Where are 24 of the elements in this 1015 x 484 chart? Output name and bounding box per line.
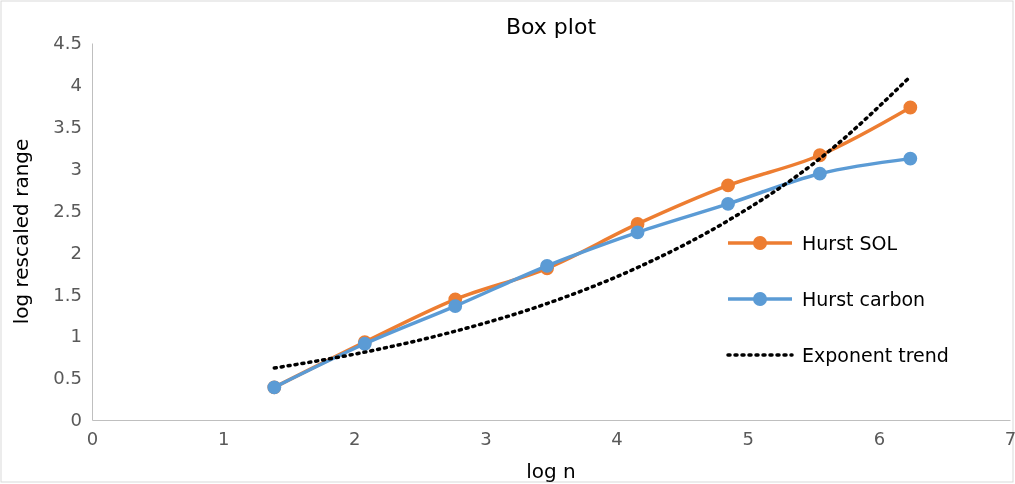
x-tick-label: 6 [873,427,886,449]
x-tick-label: 0 [86,427,99,449]
legend-label: Exponent trend [802,344,949,366]
x-tick-label: 4 [611,427,623,449]
chart-title: Box plot [505,14,597,39]
y-tick-label: 4.5 [53,32,82,54]
legend-label: Hurst SOL [802,232,898,254]
y-tick-label: 0 [70,409,82,431]
y-tick-label: 0.5 [53,367,82,389]
y-axis-title: log rescaled range [9,138,33,325]
x-axis-title: log n [526,459,576,483]
y-tick-label: 2.5 [53,199,82,221]
x-tick-label: 5 [742,427,754,449]
x-tick-label: 3 [480,427,492,449]
y-tick-label: 4 [70,74,82,96]
y-tick-label: 2 [70,241,82,263]
legend-label: Hurst carbon [802,288,926,310]
x-tick-label: 2 [349,427,361,449]
y-tick-label: 3 [70,157,82,179]
x-tick-label: 1 [217,427,230,449]
y-tick-label: 1.5 [53,283,82,305]
y-tick-label: 1 [70,325,82,347]
x-tick-label: 7 [1004,427,1015,449]
y-tick-label: 3.5 [53,116,82,138]
